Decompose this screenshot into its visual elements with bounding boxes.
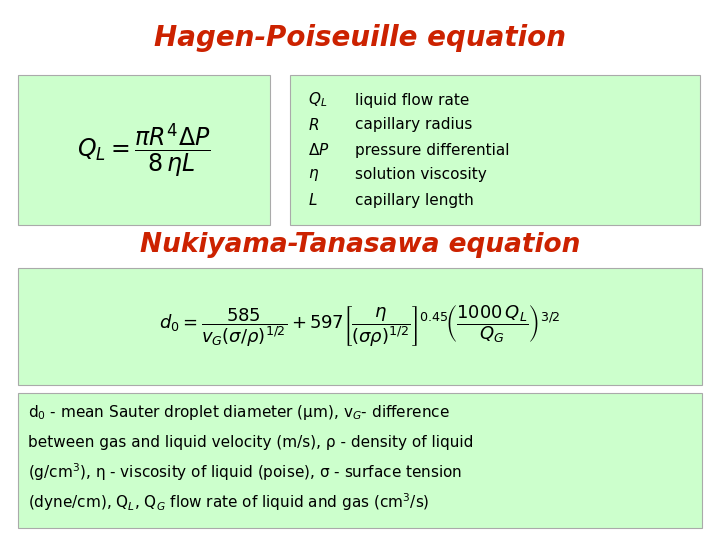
Text: liquid flow rate: liquid flow rate: [355, 92, 469, 107]
Text: capillary length: capillary length: [355, 192, 474, 207]
Text: $Q_L$: $Q_L$: [308, 91, 328, 109]
Text: solution viscosity: solution viscosity: [355, 167, 487, 183]
Text: $Q_L = \dfrac{\pi R^4 \Delta P}{8\,\eta L}$: $Q_L = \dfrac{\pi R^4 \Delta P}{8\,\eta …: [77, 121, 211, 179]
Text: (g/cm$^3$), η - viscosity of liquid (poise), σ - surface tension: (g/cm$^3$), η - viscosity of liquid (poi…: [28, 462, 462, 483]
FancyBboxPatch shape: [18, 268, 702, 385]
Text: Hagen-Poiseuille equation: Hagen-Poiseuille equation: [154, 24, 566, 52]
Text: (dyne/cm), Q$_L$, Q$_G$ flow rate of liquid and gas (cm$^3$/s): (dyne/cm), Q$_L$, Q$_G$ flow rate of liq…: [28, 491, 430, 514]
Text: $\Delta P$: $\Delta P$: [308, 142, 330, 158]
Text: Nukiyama-Tanasawa equation: Nukiyama-Tanasawa equation: [140, 232, 580, 258]
Text: $d_0 = \dfrac{585}{v_G(\sigma/\rho)^{1/2}} + 597\left[\dfrac{\eta}{(\sigma\rho)^: $d_0 = \dfrac{585}{v_G(\sigma/\rho)^{1/2…: [159, 303, 561, 349]
Text: d$_0$ - mean Sauter droplet diameter (μm), v$_G$- difference: d$_0$ - mean Sauter droplet diameter (μm…: [28, 403, 450, 422]
FancyBboxPatch shape: [18, 393, 702, 528]
Text: $\eta$: $\eta$: [308, 167, 319, 183]
Text: between gas and liquid velocity (m/s), ρ - density of liquid: between gas and liquid velocity (m/s), ρ…: [28, 435, 473, 450]
Text: $L$: $L$: [308, 192, 318, 208]
Text: $R$: $R$: [308, 117, 319, 133]
Text: capillary radius: capillary radius: [355, 118, 472, 132]
FancyBboxPatch shape: [18, 75, 270, 225]
FancyBboxPatch shape: [290, 75, 700, 225]
Text: pressure differential: pressure differential: [355, 143, 510, 158]
